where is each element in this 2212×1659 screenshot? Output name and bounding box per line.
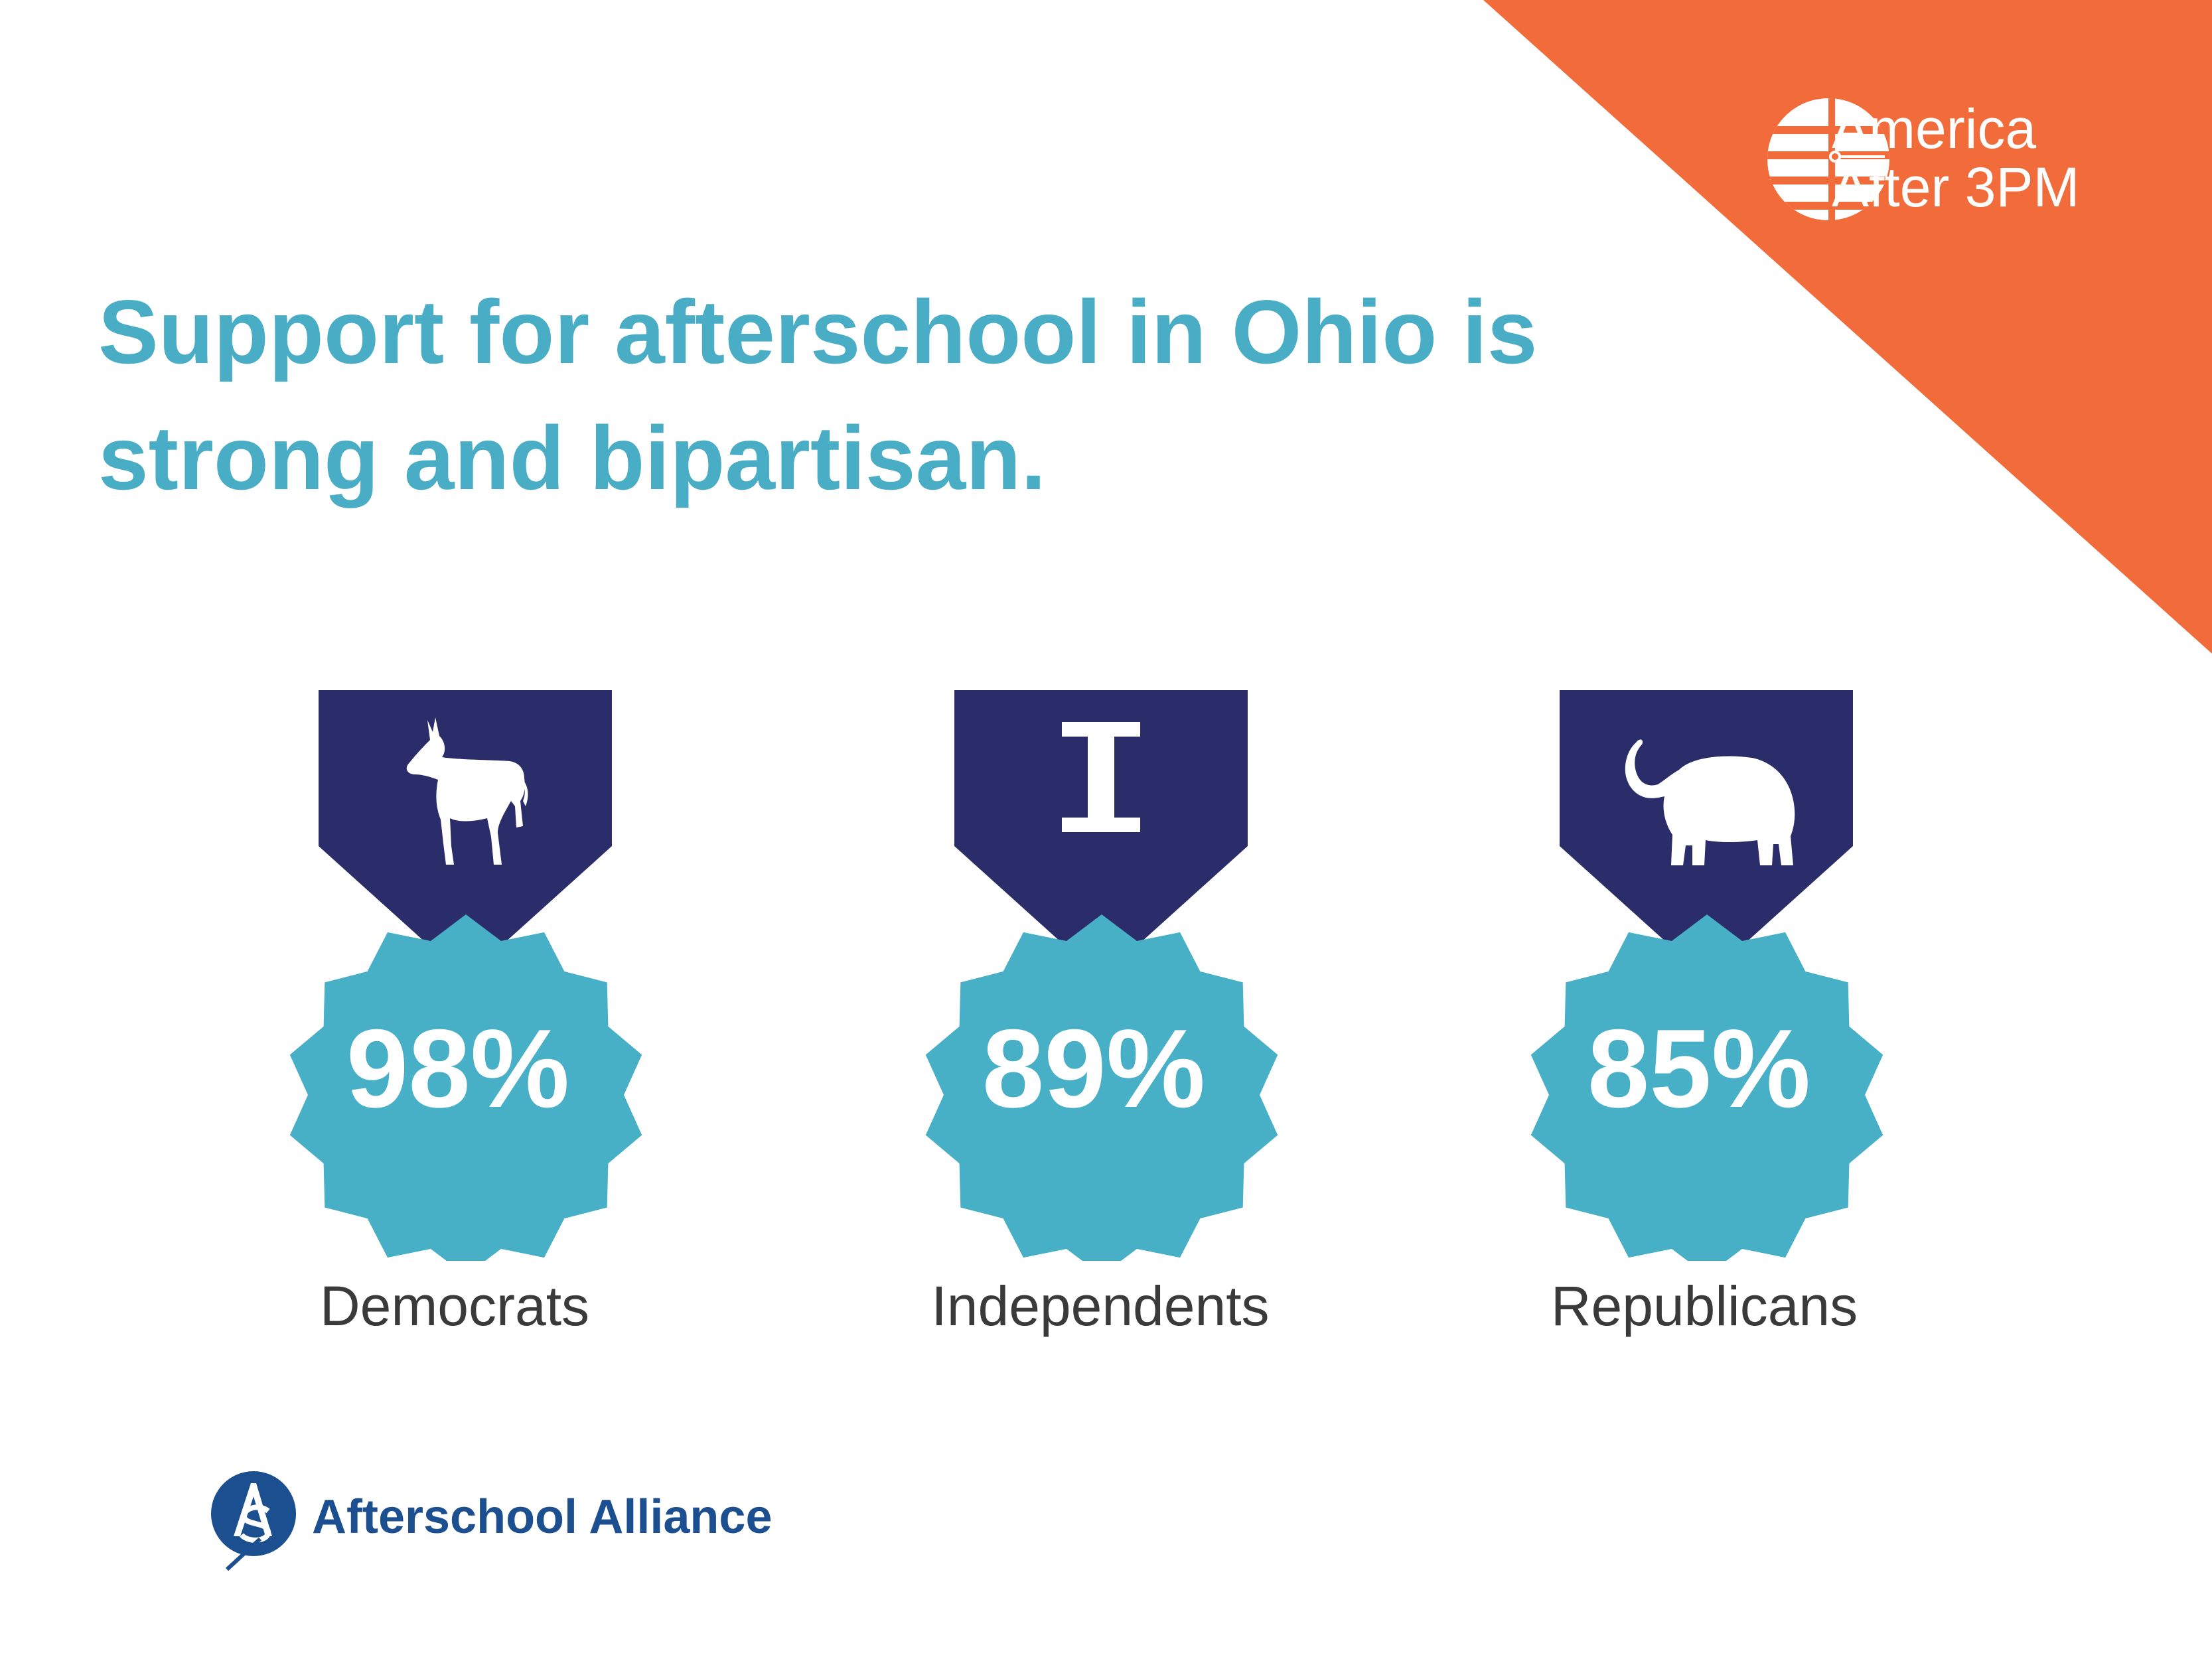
headline-line-1: Support for afterschool in Ohio is [98, 281, 1538, 382]
headline: Support for afterschool in Ohio is stron… [98, 269, 1691, 521]
republicans-percent: 85% [1587, 1006, 1811, 1131]
democrats-percent: 98% [346, 1006, 570, 1131]
badge-starburst [289, 914, 642, 1261]
brand-line-2: After 3PM [1832, 156, 2080, 218]
letter-i-icon [1062, 722, 1140, 832]
brand-title: America After 3PM [1832, 100, 2079, 216]
america-after-3pm-logo-icon [1767, 93, 1889, 226]
badge-starburst [1530, 914, 1883, 1261]
republicans-label: Republicans [1550, 1275, 1858, 1337]
afterschool-alliance-name: Afterschool Alliance [312, 1490, 773, 1544]
independents-label: Independents [931, 1275, 1270, 1337]
donkey-icon [406, 717, 528, 865]
brand-line-1: America [1832, 98, 2037, 160]
independents-percent: 89% [982, 1006, 1206, 1131]
badge-starburst [925, 914, 1278, 1261]
democrats-label: Democrats [319, 1275, 590, 1337]
democrats-medal [289, 690, 642, 1261]
republicans-medal [1530, 690, 1883, 1261]
headline-line-2: strong and bipartisan. [98, 407, 1047, 508]
afterschool-alliance-logo-icon [211, 1471, 296, 1571]
independents-medal [925, 690, 1278, 1261]
elephant-icon [1625, 739, 1795, 865]
